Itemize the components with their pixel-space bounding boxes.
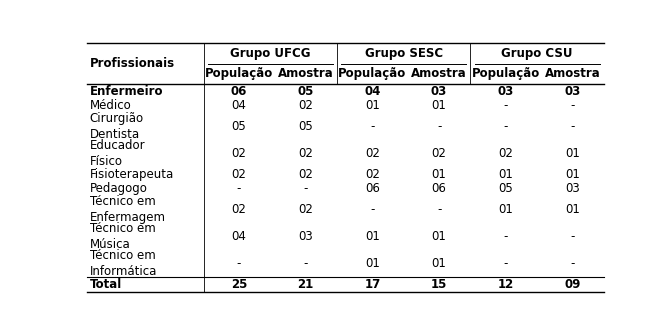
Text: 02: 02 <box>298 99 313 112</box>
Text: Pedagogo: Pedagogo <box>90 182 148 195</box>
Text: População: População <box>205 67 273 80</box>
Text: Grupo CSU: Grupo CSU <box>501 47 573 60</box>
Text: 17: 17 <box>364 278 380 291</box>
Text: 01: 01 <box>565 203 580 216</box>
Text: -: - <box>571 99 575 112</box>
Text: 05: 05 <box>499 182 513 195</box>
Text: -: - <box>503 99 508 112</box>
Text: 02: 02 <box>499 147 513 160</box>
Text: 01: 01 <box>431 168 446 181</box>
Text: População: População <box>472 67 540 80</box>
Text: -: - <box>503 230 508 243</box>
Text: Amostra: Amostra <box>278 67 333 80</box>
Text: 02: 02 <box>298 168 313 181</box>
Text: 06: 06 <box>231 85 247 98</box>
Text: 06: 06 <box>365 182 380 195</box>
Text: Amostra: Amostra <box>411 67 467 80</box>
Text: Grupo SESC: Grupo SESC <box>365 47 443 60</box>
Text: 05: 05 <box>232 120 247 133</box>
Text: 02: 02 <box>298 147 313 160</box>
Text: Técnico em
Informática: Técnico em Informática <box>90 249 157 278</box>
Text: 03: 03 <box>564 85 581 98</box>
Text: 01: 01 <box>431 230 446 243</box>
Text: Médico: Médico <box>90 99 132 112</box>
Text: -: - <box>237 182 241 195</box>
Text: 05: 05 <box>298 85 314 98</box>
Text: 04: 04 <box>232 230 247 243</box>
Text: -: - <box>437 203 442 216</box>
Text: Fisioterapeuta: Fisioterapeuta <box>90 168 174 181</box>
Text: 01: 01 <box>365 99 380 112</box>
Text: 03: 03 <box>565 182 580 195</box>
Text: 09: 09 <box>564 278 581 291</box>
Text: 01: 01 <box>499 168 513 181</box>
Text: 04: 04 <box>232 99 247 112</box>
Text: 01: 01 <box>565 168 580 181</box>
Text: Técnico em
Enfermagem: Técnico em Enfermagem <box>90 195 166 224</box>
Text: Técnico em
Música: Técnico em Música <box>90 222 155 251</box>
Text: 15: 15 <box>431 278 448 291</box>
Text: 01: 01 <box>499 203 513 216</box>
Text: 02: 02 <box>431 147 446 160</box>
Text: 03: 03 <box>498 85 514 98</box>
Text: 04: 04 <box>364 85 380 98</box>
Text: 12: 12 <box>498 278 514 291</box>
Text: -: - <box>304 257 308 270</box>
Text: 01: 01 <box>365 257 380 270</box>
Text: População: População <box>338 67 407 80</box>
Text: Total: Total <box>90 278 122 291</box>
Text: 01: 01 <box>365 230 380 243</box>
Text: -: - <box>370 120 374 133</box>
Text: 02: 02 <box>365 168 380 181</box>
Text: 02: 02 <box>232 147 247 160</box>
Text: -: - <box>437 120 442 133</box>
Text: Cirurgião
Dentista: Cirurgião Dentista <box>90 112 144 141</box>
Text: Educador
Físico: Educador Físico <box>90 139 145 168</box>
Text: 02: 02 <box>232 168 247 181</box>
Text: -: - <box>571 230 575 243</box>
Text: 02: 02 <box>365 147 380 160</box>
Text: -: - <box>370 203 374 216</box>
Text: Grupo UFCG: Grupo UFCG <box>230 47 310 60</box>
Text: 25: 25 <box>231 278 247 291</box>
Text: 02: 02 <box>232 203 247 216</box>
Text: 05: 05 <box>298 120 313 133</box>
Text: -: - <box>304 182 308 195</box>
Text: 01: 01 <box>431 99 446 112</box>
Text: -: - <box>503 257 508 270</box>
Text: Enfermeiro: Enfermeiro <box>90 85 163 98</box>
Text: Amostra: Amostra <box>544 67 600 80</box>
Text: 03: 03 <box>298 230 313 243</box>
Text: -: - <box>503 120 508 133</box>
Text: -: - <box>571 257 575 270</box>
Text: -: - <box>237 257 241 270</box>
Text: -: - <box>571 120 575 133</box>
Text: 21: 21 <box>298 278 314 291</box>
Text: 06: 06 <box>431 182 446 195</box>
Text: 02: 02 <box>298 203 313 216</box>
Text: 03: 03 <box>431 85 447 98</box>
Text: 01: 01 <box>565 147 580 160</box>
Text: Profissionais: Profissionais <box>90 57 175 70</box>
Text: 01: 01 <box>431 257 446 270</box>
